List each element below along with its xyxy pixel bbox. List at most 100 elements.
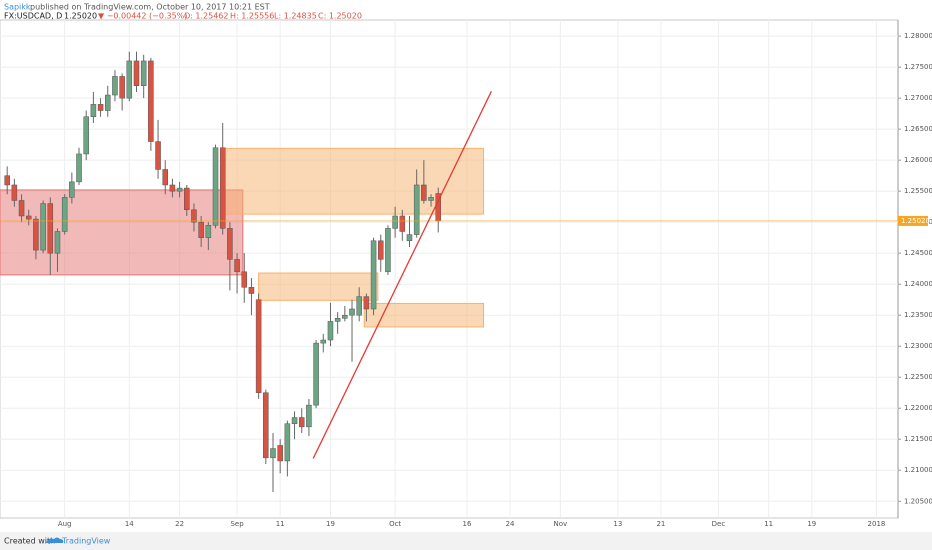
candle-body	[176, 187, 183, 192]
candle-body	[83, 116, 89, 155]
x-tick-label: 2018	[868, 520, 886, 528]
x-tick-label: 16	[462, 520, 471, 528]
candle-body	[198, 221, 204, 238]
x-tick-label: Aug	[58, 520, 72, 528]
candle-body	[313, 342, 319, 406]
x-tick-label: 24	[506, 520, 515, 528]
candle-body	[327, 321, 334, 341]
candle-body	[76, 153, 82, 183]
candle-body	[162, 169, 168, 186]
candle-body	[90, 104, 97, 117]
candle-body	[184, 187, 190, 211]
x-tick-label: 11	[276, 520, 285, 528]
candle-body	[191, 209, 197, 223]
change: ▼ −0.00442 (−0.35%)	[98, 12, 187, 21]
candle-body	[205, 225, 212, 238]
trend-line	[312, 91, 492, 459]
y-tick-label: 1.21500	[904, 435, 932, 443]
candle-body	[219, 147, 226, 229]
candle-body	[155, 141, 161, 170]
open: O: 1.25462	[184, 12, 228, 21]
x-tick-label: Dec	[712, 520, 726, 528]
candle-body	[284, 423, 291, 462]
candle-body	[406, 234, 413, 242]
x-tick-label: 13	[613, 520, 622, 528]
candle-body	[97, 104, 104, 111]
candle-body	[255, 299, 262, 393]
candle-body	[356, 296, 362, 316]
close: C: 1.25020	[318, 12, 362, 21]
y-tick-label: 1.24000	[904, 280, 932, 288]
y-tick-label: 1.27000	[904, 94, 932, 102]
candle-body	[370, 240, 377, 310]
y-tick-label: 1.26000	[904, 156, 932, 164]
candle-body	[241, 271, 248, 288]
y-tick-label: 1.22500	[904, 373, 932, 381]
candle-body	[428, 197, 434, 201]
zone	[258, 272, 379, 301]
candle-body	[140, 60, 147, 86]
candle-body	[248, 287, 255, 294]
candle-body	[61, 197, 68, 232]
candle-body	[263, 392, 269, 459]
candle-body	[47, 203, 54, 254]
zone	[220, 147, 484, 215]
low: L: 1.24835	[274, 12, 317, 21]
candle-body	[112, 76, 118, 96]
x-tick-label: 21	[656, 520, 665, 528]
zone	[363, 302, 484, 328]
price-label: 1.25020	[901, 217, 930, 225]
candle-body	[277, 445, 283, 462]
candle-body	[169, 184, 176, 192]
candle-body	[18, 200, 25, 217]
candle-body	[270, 448, 276, 459]
y-tick-label: 1.28000	[904, 32, 932, 40]
x-tick-label: 19	[326, 520, 335, 528]
candle-body	[126, 60, 133, 99]
candle-body	[119, 76, 125, 99]
published: published on TradingView.com, October 10…	[30, 3, 270, 12]
candle-body	[148, 60, 154, 142]
candle-body	[421, 184, 427, 201]
candle-body	[363, 296, 370, 310]
y-tick-label: 1.27500	[904, 63, 932, 71]
x-tick-label: 19	[807, 520, 816, 528]
y-tick-label: 1.22000	[904, 404, 932, 412]
tv-logo	[46, 537, 64, 543]
last: 1.25020	[64, 12, 97, 21]
candle-body	[133, 60, 140, 86]
x-tick-label: Oct	[389, 520, 401, 528]
footer-bar	[0, 532, 932, 550]
y-tick-label: 1.23000	[904, 342, 932, 350]
candle-body	[227, 228, 233, 260]
candle-body	[54, 231, 61, 254]
y-tick-label: 1.23500	[904, 311, 932, 319]
candle-body	[349, 308, 355, 316]
x-tick-label: 11	[764, 520, 773, 528]
candle-body	[234, 259, 240, 273]
candle-body	[392, 215, 398, 229]
candle-body	[320, 339, 327, 344]
brand[interactable]: TradingView	[61, 537, 111, 546]
candle-body	[104, 94, 111, 111]
y-tick-label: 1.20500	[904, 497, 932, 505]
high: H: 1.25556	[230, 12, 274, 21]
candle-body	[385, 228, 391, 273]
candle-body	[399, 215, 406, 232]
candle-body	[4, 175, 10, 186]
candle-body	[298, 417, 305, 428]
author[interactable]: Sapikk	[4, 3, 31, 12]
candle-body	[334, 318, 341, 322]
y-tick-label: 1.21000	[904, 466, 932, 474]
candle-body	[342, 314, 348, 319]
candle-body	[291, 417, 298, 424]
candle-body	[69, 181, 75, 198]
candle-body	[40, 203, 46, 251]
candle-body	[33, 218, 39, 251]
y-tick-label: 1.24500	[904, 249, 932, 257]
candle-body	[377, 240, 384, 260]
y-tick-label: 1.25500	[904, 187, 932, 195]
candle-body	[11, 184, 18, 201]
